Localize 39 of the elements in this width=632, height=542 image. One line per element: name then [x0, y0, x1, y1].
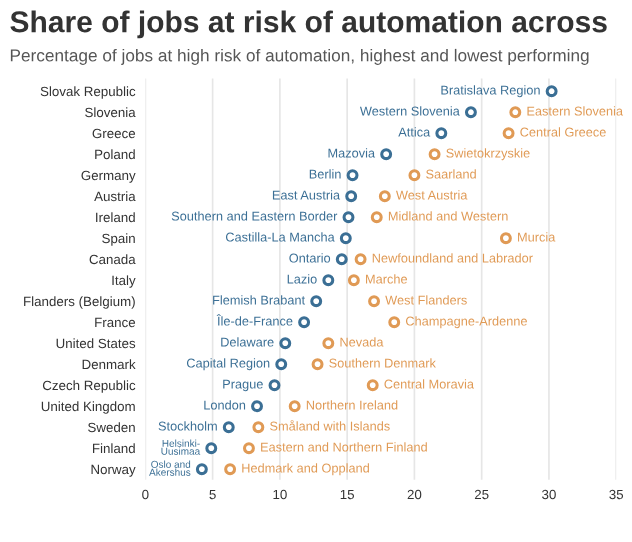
point [388, 316, 401, 329]
point [322, 274, 335, 287]
point [339, 232, 352, 245]
point [464, 106, 477, 119]
chart-subtitle: Percentage of jobs at high risk of automation, highest and lowest performing [10, 48, 589, 65]
point [346, 169, 359, 182]
point [354, 253, 367, 266]
point [322, 337, 335, 350]
point [370, 211, 383, 224]
point [408, 169, 421, 182]
point [502, 127, 515, 140]
point [380, 148, 393, 161]
point [335, 253, 348, 266]
point [252, 421, 265, 434]
point [342, 211, 355, 224]
point [288, 400, 301, 413]
point [435, 127, 448, 140]
point [368, 295, 381, 308]
point [378, 190, 391, 203]
chart-title: Share of jobs at risk of automation across [10, 10, 607, 39]
point [222, 421, 235, 434]
point [279, 337, 292, 350]
point [311, 358, 324, 371]
point [224, 463, 237, 476]
point [545, 85, 558, 98]
point [205, 442, 218, 455]
point [251, 400, 263, 413]
point [310, 295, 323, 308]
point [428, 148, 441, 161]
point [347, 274, 360, 287]
point [298, 316, 311, 329]
point [366, 379, 379, 392]
point [509, 106, 522, 119]
point [499, 232, 512, 245]
point [345, 190, 358, 203]
point [195, 463, 208, 476]
point [242, 442, 255, 455]
point [268, 379, 281, 392]
point [275, 358, 288, 371]
